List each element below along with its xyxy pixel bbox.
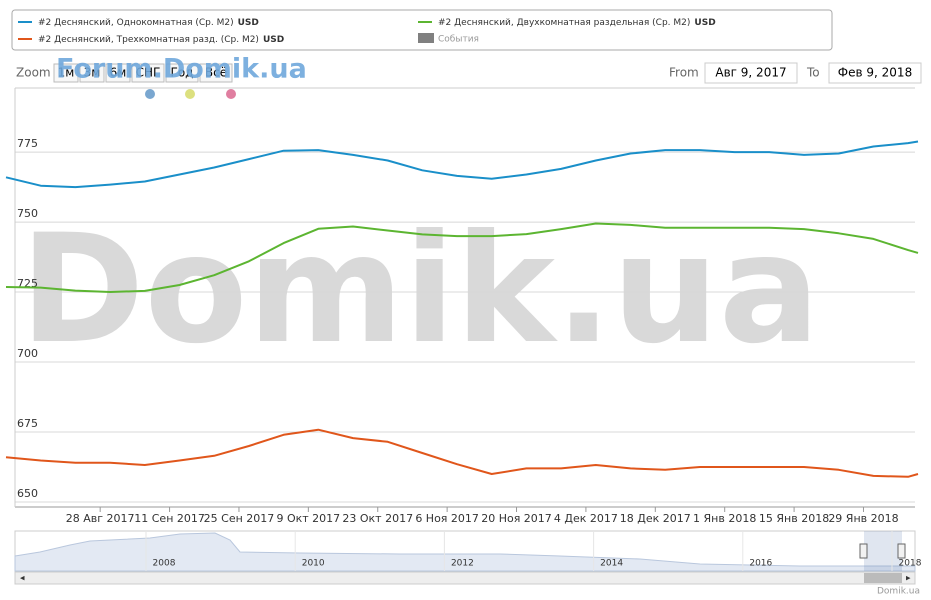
- zoom-button-label[interactable]: 6м: [110, 66, 127, 80]
- zoom-label: Zoom: [16, 66, 51, 80]
- navigator-label: 2008: [153, 559, 176, 569]
- x-tick-label: 18 Дек 2017: [620, 512, 691, 525]
- x-tick-label: 4 Дек 2017: [554, 512, 618, 525]
- scrollbar-thumb[interactable]: [864, 573, 902, 583]
- navigator-area: [14, 532, 916, 572]
- zoom-button[interactable]: [131, 63, 165, 83]
- navigator-handle[interactable]: [859, 543, 868, 559]
- zoom-button-label[interactable]: 1м: [58, 66, 75, 80]
- y-tick-label: 700: [17, 347, 38, 360]
- x-tick-label: 25 Сен 2017: [204, 512, 275, 525]
- y-tick-label: 750: [17, 207, 38, 220]
- navigator-label: 2018: [899, 559, 922, 569]
- x-tick-label: 11 Сен 2017: [134, 512, 205, 525]
- navigator-window[interactable]: [864, 531, 902, 571]
- from-label: From: [669, 66, 699, 80]
- y-tick-label: 650: [17, 487, 38, 500]
- zoom-bar: Zoom 1м 3м 6м СНГ Год Всё: [16, 63, 233, 83]
- from-date[interactable]: Авг 9, 2017: [715, 66, 786, 80]
- credit: Domik.ua: [877, 587, 920, 597]
- zoom-button-label[interactable]: Год: [171, 66, 194, 80]
- series-line: [5, 222, 919, 293]
- watermark: Domik.ua: [20, 203, 820, 377]
- zoom-button[interactable]: [53, 63, 79, 83]
- zoom-button[interactable]: [165, 63, 199, 83]
- scroll-right[interactable]: ▸: [906, 574, 911, 584]
- x-tick-label: 29 Янв 2018: [828, 512, 898, 525]
- navigator-handle[interactable]: [897, 543, 906, 559]
- x-tick-label: 20 Ноя 2017: [481, 512, 552, 525]
- legend-label[interactable]: #2 Деснянский, Однокомнатная (Ср. М2) USD: [38, 18, 259, 28]
- legend-name[interactable]: #2 Деснянский, Однокомнатная (Ср. М2): [38, 18, 234, 28]
- zoom-button-label[interactable]: СНГ: [136, 66, 161, 80]
- x-tick-label: 28 Авг 2017: [66, 512, 135, 525]
- to-label: To: [806, 66, 820, 80]
- to-date[interactable]: Фев 9, 2018: [838, 66, 912, 80]
- dot: [226, 89, 236, 99]
- x-tick-label: 1 Янв 2018: [693, 512, 756, 525]
- zoom-button[interactable]: [105, 63, 131, 83]
- legend-unit[interactable]: USD: [263, 35, 284, 45]
- legend-name[interactable]: #2 Деснянский, Двухкомнатная раздельная …: [438, 18, 690, 28]
- legend-label[interactable]: #2 Деснянский, Трехкомнатная разд. (Ср. …: [38, 35, 284, 45]
- legend-box: [11, 9, 833, 51]
- navigator: 2008 2010 2012 2014 2016 2018 ◂ ▸: [14, 530, 922, 585]
- forum-watermark: Forum.Domik.ua: [56, 54, 307, 85]
- navigator-label: 2014: [600, 559, 623, 569]
- dot: [185, 89, 195, 99]
- y-tick-label: 675: [17, 417, 38, 430]
- x-tick-label: 15 Янв 2018: [759, 512, 829, 525]
- zoom-button-label[interactable]: Всё: [205, 66, 227, 80]
- navigator-label: 2010: [302, 559, 325, 569]
- legend-unit[interactable]: USD: [238, 18, 259, 28]
- legend-name[interactable]: #2 Деснянский, Трехкомнатная разд. (Ср. …: [38, 35, 259, 45]
- series-line: [5, 428, 919, 478]
- navigator-label: 2016: [749, 559, 772, 569]
- zoom-button[interactable]: [199, 63, 233, 83]
- zoom-button-label[interactable]: 3м: [84, 66, 101, 80]
- zoom-button[interactable]: [79, 63, 105, 83]
- series-line: [5, 140, 919, 189]
- legend-events[interactable]: События: [438, 35, 479, 45]
- y-tick-label: 775: [17, 137, 38, 150]
- x-tick-label: 23 Окт 2017: [342, 512, 413, 525]
- scrollbar[interactable]: [14, 571, 916, 585]
- x-tick-label: 6 Ноя 2017: [415, 512, 479, 525]
- from-input[interactable]: [704, 62, 798, 84]
- to-input[interactable]: [828, 62, 922, 84]
- legend-label[interactable]: #2 Деснянский, Двухкомнатная раздельная …: [438, 18, 716, 28]
- legend-unit[interactable]: USD: [694, 18, 715, 28]
- x-tick-label: 9 Окт 2017: [276, 512, 340, 525]
- legend: #2 Деснянский, Однокомнатная (Ср. М2) USD…: [18, 18, 716, 45]
- scroll-left[interactable]: ◂: [20, 574, 25, 584]
- events-swatch[interactable]: [418, 33, 434, 43]
- dot: [145, 89, 155, 99]
- navigator-label: 2012: [451, 559, 474, 569]
